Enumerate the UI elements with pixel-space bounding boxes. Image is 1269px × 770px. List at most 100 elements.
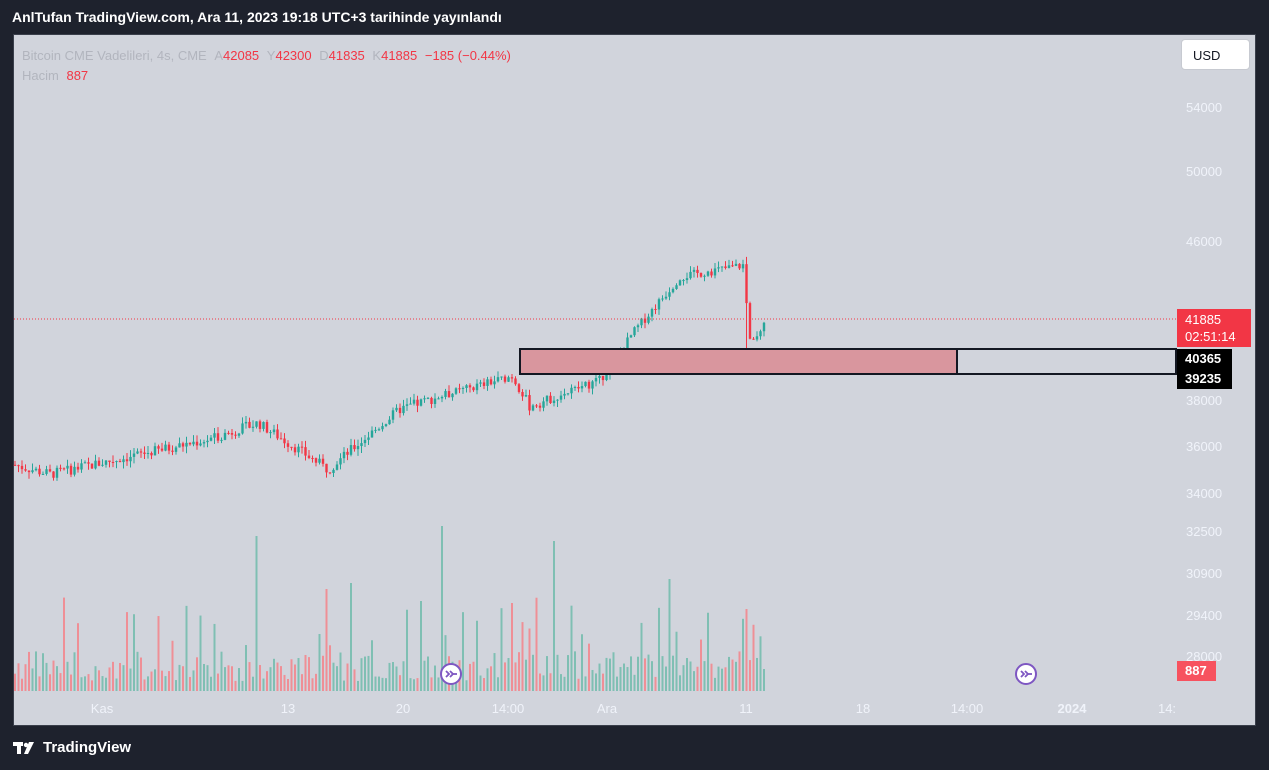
volume-bar: [521, 622, 524, 691]
candle-body: [234, 434, 237, 436]
candle-body: [213, 433, 216, 438]
candle-body: [17, 465, 20, 467]
candle-body: [297, 446, 300, 453]
volume-bar: [224, 667, 226, 691]
economic-event-icon[interactable]: [440, 663, 462, 685]
volume-bar: [77, 623, 79, 691]
volume-bar: [199, 615, 202, 691]
volume-bar: [84, 676, 86, 691]
volume-bar: [479, 675, 482, 691]
legend-high-label: Y: [266, 48, 276, 63]
candle-body: [129, 456, 132, 462]
volume-bar: [70, 674, 72, 691]
legend-open-value: 42085: [223, 48, 260, 63]
candle-body: [167, 444, 171, 451]
candle-body: [384, 424, 388, 427]
candle-body: [62, 468, 66, 470]
volume-bar: [497, 677, 499, 691]
volume-bar: [738, 651, 741, 691]
volume-bar: [427, 656, 429, 691]
economic-event-icon[interactable]: [1015, 663, 1037, 685]
volume-bar: [756, 657, 758, 691]
candle-body: [510, 377, 514, 379]
candle-body: [108, 460, 111, 462]
volume-bar: [66, 661, 69, 691]
volume-bar: [654, 676, 657, 691]
volume-bar: [658, 607, 660, 691]
candle-body: [430, 397, 433, 404]
candle-body: [661, 298, 664, 300]
volume-bar: [731, 659, 734, 691]
candle-body: [468, 385, 472, 388]
candle-body: [570, 387, 573, 394]
volume-bar: [728, 656, 730, 691]
candle-body: [699, 273, 703, 277]
candle-body: [45, 469, 48, 474]
volume-bar: [665, 666, 667, 691]
volume-bar: [42, 653, 44, 691]
last-price-tag: 41885 02:51:14: [1177, 309, 1251, 347]
candle-body: [34, 468, 38, 471]
volume-bar: [437, 677, 440, 691]
volume-bar: [584, 676, 587, 691]
candle-body: [458, 388, 461, 390]
volume-bar: [381, 677, 384, 691]
candle-body: [433, 398, 437, 404]
candle-body: [580, 386, 584, 389]
chart-pane[interactable]: [13, 34, 1256, 726]
volume-bar: [308, 657, 310, 691]
candle-body: [339, 458, 342, 465]
candle-body: [552, 400, 556, 404]
volume-bar: [336, 666, 338, 691]
candle-body: [545, 395, 549, 402]
candle-body: [185, 442, 188, 447]
candle-body: [171, 450, 174, 452]
candle-body: [199, 443, 202, 446]
candle-body: [230, 433, 234, 435]
candle-body: [731, 265, 734, 267]
volume-bar: [178, 664, 181, 691]
candle-body: [188, 442, 192, 445]
candle-body: [465, 385, 468, 388]
currency-button[interactable]: USD: [1181, 39, 1250, 70]
volume-bar: [374, 676, 377, 691]
volume-bar: [378, 676, 380, 691]
candle-body: [255, 421, 258, 427]
candle-body: [538, 405, 542, 408]
candle-body: [97, 460, 101, 466]
volume-bar: [619, 667, 622, 691]
volume-bar: [262, 678, 265, 691]
volume-bar: [294, 664, 296, 691]
candle-body: [479, 382, 482, 384]
volume-bar: [388, 662, 391, 691]
candle-body: [517, 384, 521, 392]
last-price-value: 41885: [1185, 312, 1222, 327]
volume-bar: [556, 654, 559, 691]
volume-bar: [444, 635, 447, 691]
candle-body: [244, 421, 248, 424]
candle-body: [69, 465, 73, 475]
candle-body: [153, 446, 157, 456]
candle-body: [195, 441, 199, 446]
candle-body: [601, 375, 605, 381]
candle-body: [220, 439, 223, 441]
volume-bar: [206, 665, 209, 691]
candle-body: [318, 458, 321, 463]
candle-body: [426, 397, 430, 399]
candle-body: [507, 377, 510, 382]
candle-body: [402, 405, 405, 414]
candle-body: [356, 446, 360, 450]
volume-bar: [28, 651, 30, 691]
time-tick: 14:00: [491, 701, 525, 716]
candlestick-series: [13, 256, 766, 481]
zone-box-fill[interactable]: [519, 348, 958, 375]
candle-body: [342, 451, 346, 459]
volume-bar: [574, 651, 576, 691]
candle-body: [577, 386, 580, 389]
volume-bar: [441, 526, 443, 691]
candle-body: [416, 399, 419, 406]
candle-body: [475, 383, 479, 391]
volume-bar: [763, 669, 765, 691]
volume-bar: [150, 671, 153, 691]
